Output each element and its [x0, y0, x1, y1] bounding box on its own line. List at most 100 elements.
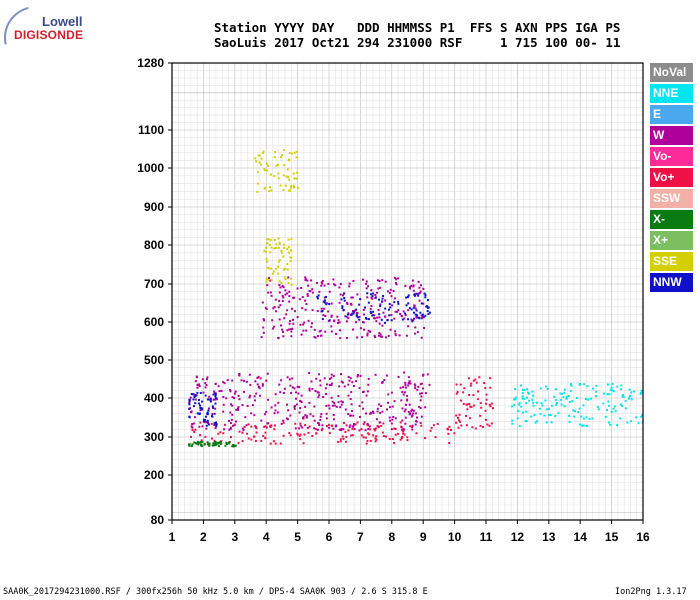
echo-point-w — [231, 413, 234, 416]
echo-point-w — [407, 410, 410, 413]
echo-point-vo — [342, 437, 345, 440]
echo-point-w — [368, 330, 371, 333]
echo-point-sse — [282, 174, 285, 177]
echo-point-w — [254, 380, 257, 383]
echo-point-nnw — [188, 416, 191, 419]
echo-point-nne — [512, 398, 515, 401]
echo-point-x — [190, 445, 193, 448]
echo-point-w — [192, 422, 195, 425]
echo-point-vo — [448, 425, 451, 428]
echo-point-w — [294, 397, 297, 400]
echo-point-w — [265, 379, 268, 382]
echo-point-w — [191, 426, 194, 429]
echo-point-nnw — [370, 293, 373, 296]
echo-point-w — [386, 408, 389, 411]
echo-point-vo — [450, 428, 453, 431]
echo-point-x — [200, 445, 203, 448]
echo-point-w — [400, 315, 403, 318]
x-tick-label: 14 — [574, 530, 588, 544]
echo-point-vo — [241, 431, 244, 434]
echo-point-vo — [462, 402, 465, 405]
echo-point-w — [288, 300, 291, 303]
echo-point-w — [284, 289, 287, 292]
echo-point-w — [370, 289, 373, 292]
echo-point-vo — [238, 430, 241, 433]
echo-point-w — [248, 396, 251, 399]
echo-point-nne — [555, 399, 558, 402]
echo-point-w — [296, 287, 299, 290]
echo-point-nne — [541, 404, 544, 407]
lowell-digisonde-logo: Lowell DIGISONDE — [4, 6, 84, 46]
echo-point-vo — [406, 439, 409, 442]
x-tick-label: 13 — [542, 530, 556, 544]
echo-point-nne — [586, 424, 589, 427]
echo-point-w — [347, 383, 350, 386]
echo-point-nnw — [212, 406, 215, 409]
echo-point-nnw — [374, 296, 377, 299]
echo-point-w — [414, 292, 417, 295]
echo-point-w — [398, 334, 401, 337]
echo-point-w — [222, 381, 225, 384]
echo-point-nnw — [209, 398, 212, 401]
echo-point-w — [189, 396, 192, 399]
echo-point-w — [311, 288, 314, 291]
echo-point-nnw — [317, 294, 320, 297]
y-tick-label: 500 — [144, 353, 164, 367]
echo-point-w — [298, 386, 301, 389]
echo-point-sse — [269, 239, 272, 242]
echo-point-vo — [375, 438, 378, 441]
echo-point-w — [207, 422, 210, 425]
echo-point-sse — [280, 281, 283, 284]
echo-point-w — [282, 419, 285, 422]
echo-point-sse — [296, 171, 299, 174]
echo-point-w — [256, 376, 259, 379]
echo-point-nnw — [215, 425, 218, 428]
echo-point-sse — [279, 184, 282, 187]
echo-point-nnw — [407, 318, 410, 321]
echo-point-nnw — [346, 313, 349, 316]
echo-point-nnw — [390, 319, 393, 322]
echo-point-w — [404, 422, 407, 425]
echo-point-vo — [360, 434, 363, 437]
echo-point-x — [188, 444, 191, 447]
echo-point-nne — [531, 398, 534, 401]
echo-point-w — [392, 289, 395, 292]
echo-point-w — [390, 313, 393, 316]
echo-point-nnw — [367, 318, 370, 321]
x-tick-label: 8 — [388, 530, 395, 544]
echo-point-w — [306, 426, 309, 429]
echo-point-sse — [283, 246, 286, 249]
echo-point-nne — [594, 395, 597, 398]
echo-point-w — [308, 401, 311, 404]
echo-point-w — [290, 392, 293, 395]
echo-point-nnw — [204, 415, 207, 418]
echo-point-w — [392, 415, 395, 418]
echo-point-w — [220, 389, 223, 392]
echo-point-nnw — [322, 300, 325, 303]
echo-point-nne — [611, 389, 614, 392]
x-tick-label: 1 — [169, 530, 176, 544]
echo-point-nne — [608, 404, 611, 407]
echo-point-w — [339, 373, 342, 376]
echo-point-nnw — [413, 317, 416, 320]
echo-point-w — [331, 404, 334, 407]
echo-point-sse — [266, 242, 269, 245]
echo-point-sse — [290, 237, 293, 240]
echo-point-vo — [344, 431, 347, 434]
echo-point-w — [364, 429, 367, 432]
echo-point-nne — [606, 409, 609, 412]
echo-point-w — [229, 389, 232, 392]
echo-point-nne — [536, 401, 539, 404]
echo-point-w — [348, 426, 351, 429]
echo-point-vo — [372, 434, 375, 437]
echo-point-nne — [550, 421, 553, 424]
echo-point-vo — [211, 437, 214, 440]
echo-point-sse — [278, 242, 281, 245]
echo-point-vo — [237, 441, 240, 444]
echo-point-nne — [577, 411, 580, 414]
x-tick-label: 2 — [200, 530, 207, 544]
echo-point-w — [192, 393, 195, 396]
echo-point-vo — [489, 405, 492, 408]
echo-point-w — [213, 391, 216, 394]
echo-point-w — [364, 412, 367, 415]
